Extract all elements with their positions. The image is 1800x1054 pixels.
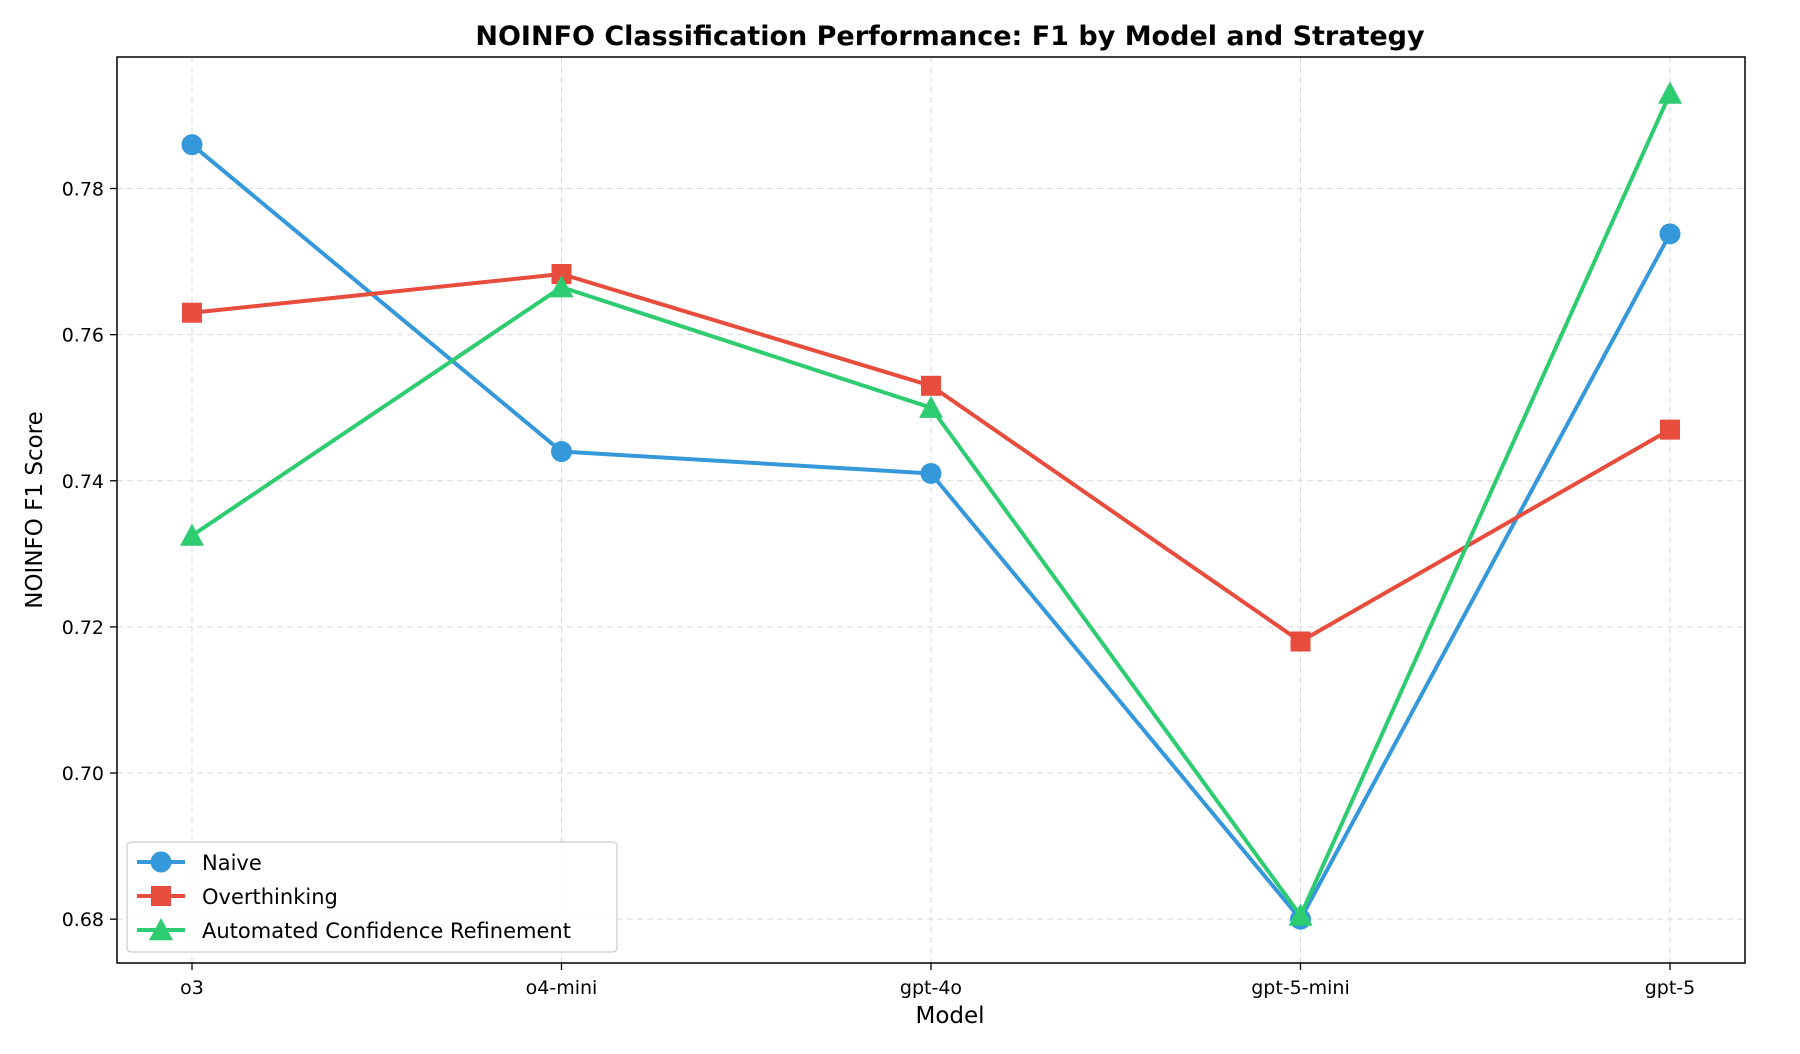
data-point: [1658, 81, 1682, 104]
legend-item: Overthinking: [137, 885, 338, 909]
x-axis-title: Model: [915, 1003, 984, 1029]
series-automated-confidence-refinement: [180, 81, 1682, 926]
legend-label: Overthinking: [202, 885, 338, 909]
x-tick-label: gpt-4o: [900, 977, 962, 999]
data-point: [551, 441, 572, 463]
y-axis-title: NOINFO F1 Score: [22, 411, 48, 609]
data-point: [1290, 631, 1311, 652]
axes: o3 o4-mini gpt-4o gpt-5-mini gpt-5 0.68 0.70 0.…: [62, 56, 1746, 999]
legend-marker: [151, 886, 171, 906]
data-point: [549, 275, 574, 298]
series-overthinking: [182, 264, 1680, 652]
legend-marker: [149, 918, 173, 941]
legend-frame: [126, 841, 618, 953]
y-tick-label: 0.72: [62, 617, 104, 639]
grid: [117, 57, 1745, 963]
legend-label: Naive: [202, 851, 262, 875]
series-layer: [180, 81, 1682, 930]
x-tick-label: gpt-5: [1645, 977, 1696, 999]
data-point: [1659, 223, 1681, 245]
y-tick-label: 0.70: [62, 763, 104, 785]
legend-item: Automated Confidence Refinement: [137, 918, 571, 943]
chart-title: NOINFO Classification Performance: F1 by…: [475, 21, 1425, 52]
data-point: [919, 395, 943, 418]
x-tick-label: gpt-5-mini: [1251, 977, 1349, 999]
x-tick-label: o4-mini: [526, 977, 598, 999]
x-tick-label: o3: [180, 977, 204, 999]
y-tick-label: 0.76: [62, 325, 104, 347]
data-point: [1288, 903, 1313, 926]
legend: Naive Overthinking Automated Confidence Re…: [126, 841, 618, 953]
data-point: [181, 134, 203, 156]
data-point: [1660, 419, 1680, 440]
data-point: [921, 375, 941, 396]
legend-marker: [150, 851, 172, 873]
data-point: [551, 264, 572, 285]
data-point: [180, 523, 204, 546]
y-tick-label: 0.78: [62, 179, 104, 201]
legend-item: Naive: [137, 851, 262, 875]
data-point: [182, 302, 202, 323]
y-tick-label: 0.74: [62, 471, 104, 493]
data-point: [920, 462, 942, 484]
legend-label: Automated Confidence Refinement: [202, 919, 571, 943]
y-tick-label: 0.68: [62, 909, 104, 931]
